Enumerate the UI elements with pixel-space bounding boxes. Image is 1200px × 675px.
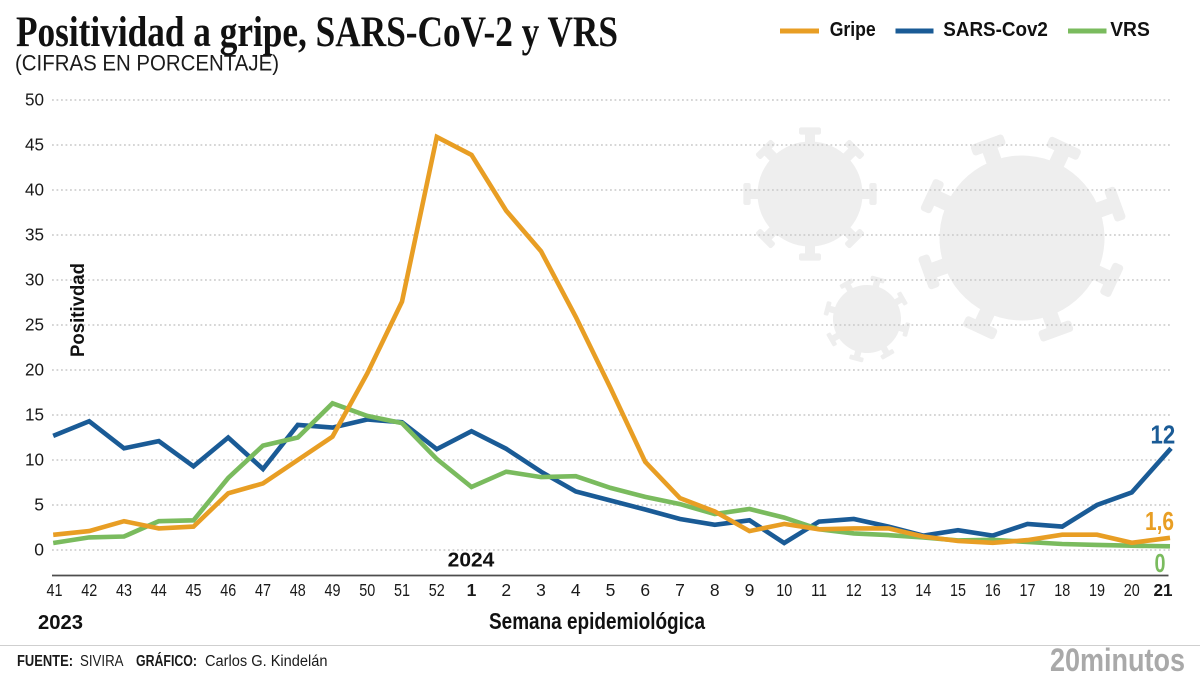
svg-text:43: 43 bbox=[116, 580, 132, 600]
svg-text:7: 7 bbox=[675, 580, 685, 600]
svg-text:4: 4 bbox=[571, 580, 581, 600]
svg-text:15: 15 bbox=[950, 580, 966, 600]
svg-text:18: 18 bbox=[1054, 580, 1070, 600]
svg-text:6: 6 bbox=[640, 580, 650, 600]
svg-text:47: 47 bbox=[255, 580, 271, 600]
svg-text:12: 12 bbox=[846, 580, 862, 600]
svg-text:2023: 2023 bbox=[38, 612, 83, 634]
svg-text:20: 20 bbox=[25, 360, 44, 380]
svg-text:12: 12 bbox=[1151, 420, 1176, 450]
svg-text:14: 14 bbox=[915, 580, 931, 600]
svg-text:15: 15 bbox=[25, 405, 44, 425]
svg-text:5: 5 bbox=[606, 580, 616, 600]
svg-text:45: 45 bbox=[25, 135, 44, 155]
svg-text:51: 51 bbox=[394, 580, 410, 600]
svg-text:40: 40 bbox=[25, 180, 44, 200]
svg-text:(CIFRAS EN PORCENTAJE): (CIFRAS EN PORCENTAJE) bbox=[15, 51, 279, 76]
svg-text:5: 5 bbox=[34, 495, 44, 515]
svg-text:16: 16 bbox=[985, 580, 1001, 600]
svg-text:35: 35 bbox=[25, 225, 44, 245]
svg-text:Gripe: Gripe bbox=[830, 19, 876, 41]
svg-text:42: 42 bbox=[81, 580, 97, 600]
svg-text:2: 2 bbox=[501, 580, 511, 600]
svg-text:30: 30 bbox=[25, 270, 44, 290]
svg-text:SARS-Cov2: SARS-Cov2 bbox=[943, 19, 1048, 41]
svg-text:1,6: 1,6 bbox=[1145, 506, 1174, 536]
svg-text:0: 0 bbox=[1155, 548, 1166, 578]
svg-text:VRS: VRS bbox=[1110, 19, 1150, 41]
svg-text:50: 50 bbox=[359, 580, 375, 600]
svg-text:44: 44 bbox=[151, 580, 167, 600]
svg-text:SIVIRA: SIVIRA bbox=[80, 653, 124, 670]
svg-text:2024: 2024 bbox=[448, 550, 496, 572]
svg-text:11: 11 bbox=[811, 580, 827, 600]
svg-text:Semana epidemiológica: Semana epidemiológica bbox=[489, 608, 705, 634]
svg-text:8: 8 bbox=[710, 580, 720, 600]
svg-text:50: 50 bbox=[25, 90, 44, 110]
svg-text:GRÁFICO:: GRÁFICO: bbox=[136, 653, 197, 670]
svg-text:41: 41 bbox=[47, 580, 63, 600]
svg-text:0: 0 bbox=[34, 540, 44, 560]
svg-text:17: 17 bbox=[1020, 580, 1036, 600]
svg-text:Positividad a gripe, SARS-CoV-: Positividad a gripe, SARS-CoV-2 y VRS bbox=[16, 9, 618, 56]
svg-text:10: 10 bbox=[776, 580, 792, 600]
svg-text:3: 3 bbox=[536, 580, 546, 600]
svg-text:9: 9 bbox=[745, 580, 755, 600]
svg-text:FUENTE:: FUENTE: bbox=[17, 653, 73, 670]
svg-text:46: 46 bbox=[220, 580, 236, 600]
svg-text:49: 49 bbox=[325, 580, 341, 600]
svg-text:19: 19 bbox=[1089, 580, 1105, 600]
svg-text:13: 13 bbox=[881, 580, 897, 600]
svg-text:Carlos G. Kindelán: Carlos G. Kindelán bbox=[205, 653, 328, 670]
svg-text:Positivdad: Positivdad bbox=[68, 263, 89, 357]
svg-text:48: 48 bbox=[290, 580, 306, 600]
svg-text:52: 52 bbox=[429, 580, 445, 600]
svg-text:45: 45 bbox=[186, 580, 202, 600]
svg-text:20minutos: 20minutos bbox=[1050, 642, 1185, 675]
svg-text:1: 1 bbox=[467, 580, 477, 600]
svg-text:25: 25 bbox=[25, 315, 44, 335]
svg-text:21: 21 bbox=[1154, 580, 1173, 600]
svg-text:20: 20 bbox=[1124, 580, 1140, 600]
svg-text:10: 10 bbox=[25, 450, 44, 470]
